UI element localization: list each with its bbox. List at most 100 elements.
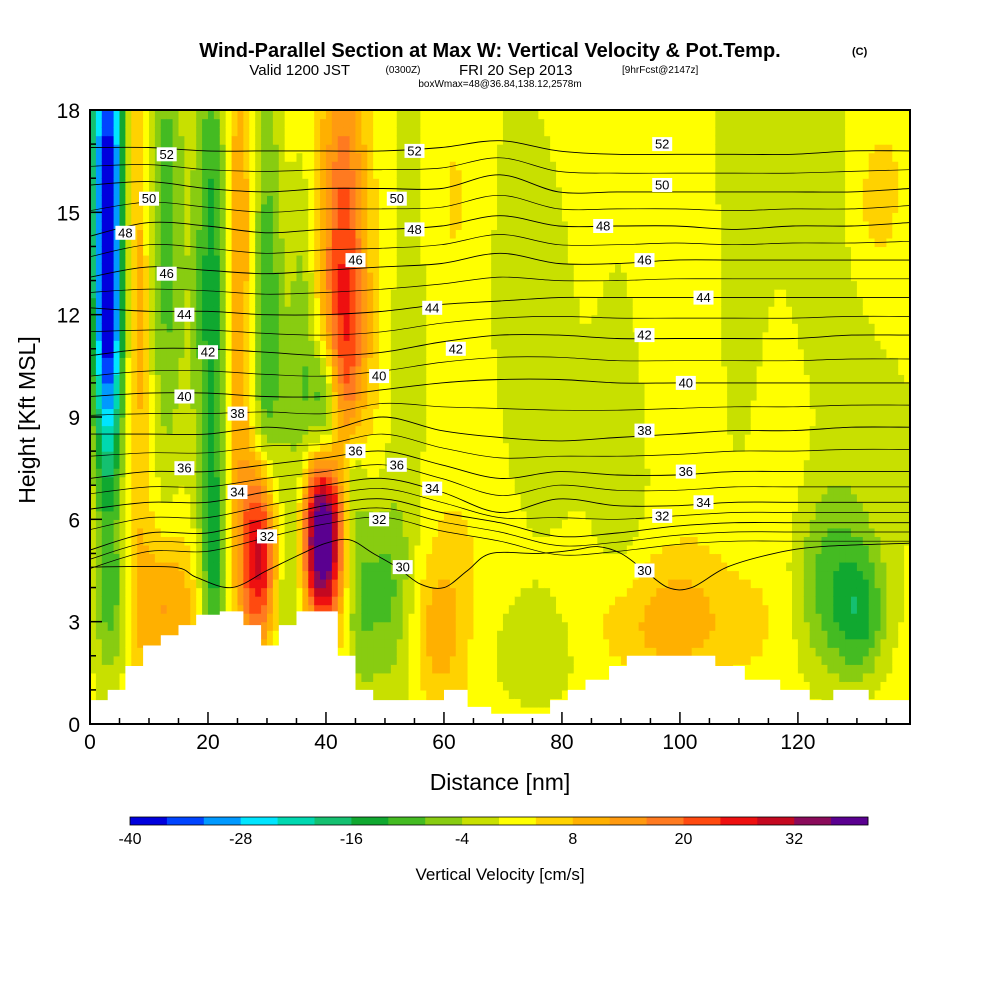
- field-cell: [184, 186, 191, 196]
- field-cell: [361, 374, 368, 384]
- field-cell: [143, 527, 150, 537]
- field-cell: [491, 425, 498, 435]
- field-cell: [384, 246, 392, 256]
- field-cell: [443, 323, 451, 333]
- field-cell: [95, 442, 103, 452]
- field-cell: [379, 391, 386, 401]
- field-cell: [485, 365, 492, 375]
- field-cell: [355, 297, 362, 307]
- field-cell: [308, 340, 315, 350]
- field-cell: [390, 254, 398, 265]
- field-cell: [272, 596, 280, 606]
- field-cell: [95, 408, 103, 418]
- field-cell: [237, 365, 244, 375]
- field-cell: [479, 237, 486, 248]
- field-cell: [113, 382, 121, 393]
- field-cell: [343, 306, 351, 316]
- field-cell: [491, 502, 498, 512]
- field-cell: [95, 510, 103, 520]
- field-cell: [449, 485, 457, 495]
- field-cell: [314, 399, 321, 410]
- field-cell: [172, 442, 180, 452]
- field-cell: [402, 408, 410, 418]
- field-cell: [143, 510, 150, 520]
- field-cell: [137, 476, 144, 486]
- field-cell: [408, 579, 416, 589]
- field-cell: [373, 604, 380, 614]
- field-cell: [414, 186, 421, 196]
- field-cell: [314, 391, 321, 401]
- field-cell: [125, 340, 132, 350]
- field-cell: [160, 604, 168, 614]
- field-cell: [255, 144, 262, 154]
- field-cell: [367, 425, 374, 435]
- field-cell: [355, 655, 362, 665]
- field-cell: [213, 246, 221, 256]
- field-cell: [302, 434, 309, 444]
- field-cell: [219, 220, 227, 230]
- field-cell: [148, 391, 156, 401]
- field-cell: [290, 485, 298, 495]
- field-cell: [213, 485, 221, 495]
- field-cell: [296, 561, 303, 572]
- field-cell: [296, 382, 303, 393]
- field-cell: [243, 237, 250, 248]
- field-cell: [237, 391, 244, 401]
- field-cell: [473, 118, 480, 128]
- field-cell: [166, 289, 174, 299]
- field-cell: [107, 544, 115, 555]
- field-cell: [249, 306, 256, 316]
- field-cell: [278, 408, 286, 418]
- field-cell: [178, 186, 185, 196]
- field-cell: [107, 374, 115, 384]
- field-cell: [367, 340, 374, 350]
- field-cell: [255, 110, 262, 120]
- field-cell: [196, 408, 203, 418]
- field-cell: [302, 587, 309, 597]
- field-cell: [296, 135, 303, 145]
- field-cell: [438, 672, 445, 682]
- field-cell: [278, 365, 286, 375]
- field-cell: [361, 280, 368, 290]
- field-cell: [414, 621, 421, 631]
- field-cell: [467, 237, 475, 248]
- field-cell: [373, 672, 380, 682]
- field-cell: [90, 579, 97, 589]
- field-cell: [390, 451, 398, 461]
- field-cell: [396, 263, 404, 273]
- field-cell: [101, 246, 109, 256]
- field-cell: [137, 630, 144, 640]
- field-cell: [266, 630, 274, 640]
- field-cell: [373, 408, 380, 418]
- field-cell: [113, 647, 121, 657]
- field-cell: [284, 587, 292, 597]
- field-cell: [491, 229, 498, 239]
- field-cell: [479, 203, 486, 213]
- field-cell: [290, 434, 298, 444]
- field-cell: [266, 212, 274, 222]
- field-cell: [331, 604, 339, 614]
- field-cell: [119, 664, 126, 674]
- field-cell: [237, 263, 244, 273]
- field-cell: [414, 630, 421, 640]
- field-cell: [402, 263, 410, 273]
- field-cell: [467, 212, 475, 222]
- field-cell: [396, 289, 404, 299]
- field-cell: [137, 272, 144, 282]
- field-cell: [255, 476, 262, 486]
- field-cell: [101, 340, 109, 350]
- field-cell: [261, 399, 268, 410]
- field-cell: [243, 604, 250, 614]
- field-cell: [172, 246, 180, 256]
- field-cell: [166, 510, 174, 520]
- field-cell: [225, 169, 233, 179]
- field-cell: [320, 434, 327, 444]
- field-cell: [137, 425, 144, 435]
- field-cell: [373, 289, 380, 299]
- field-cell: [160, 476, 168, 486]
- field-cell: [213, 391, 221, 401]
- field-cell: [113, 212, 121, 222]
- field-cell: [160, 468, 168, 478]
- field-cell: [461, 451, 469, 461]
- field-cell: [479, 263, 486, 273]
